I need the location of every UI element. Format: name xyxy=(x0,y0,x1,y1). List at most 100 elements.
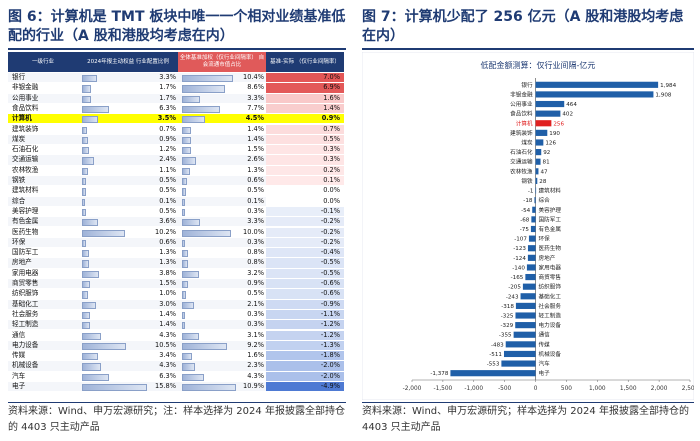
data-label: 47 xyxy=(540,169,548,175)
industry-name: 机械设备 xyxy=(12,361,39,370)
alloc-bar xyxy=(82,311,90,320)
alloc-value: 0.6% xyxy=(159,237,176,246)
bench-bar xyxy=(182,332,199,340)
alloc-bar xyxy=(82,95,91,103)
alloc-bar xyxy=(82,116,98,124)
data-label: -1 xyxy=(528,189,534,195)
bench-value: 4.3% xyxy=(247,371,264,380)
bar xyxy=(527,245,536,252)
data-label: -124 xyxy=(513,256,526,262)
bench-value: 1.3% xyxy=(247,165,264,174)
alloc-bar xyxy=(82,342,126,351)
table-row: 基础化工 3.0% 2.1% -0.9% xyxy=(8,299,344,309)
industry-name: 农林牧渔 xyxy=(12,165,39,174)
bench-value: 0.5% xyxy=(247,289,264,298)
bench-bar xyxy=(182,342,228,351)
alloc-value: 4.3% xyxy=(159,361,176,370)
alloc-value: 6.3% xyxy=(159,103,176,112)
bench-bar xyxy=(182,239,186,248)
alloc-bar xyxy=(82,157,94,165)
industry-name: 钢铁 xyxy=(12,176,26,184)
bar xyxy=(535,120,552,127)
bench-value: 0.3% xyxy=(247,206,264,215)
bench-value: 3.3% xyxy=(247,93,264,102)
alloc-value: 4.3% xyxy=(159,330,176,339)
bench-bar xyxy=(182,85,225,93)
x-tick-label: 0 xyxy=(534,386,538,392)
category-label: 有色金属 xyxy=(539,225,562,233)
industry-name: 美容护理 xyxy=(12,206,39,215)
data-label: -205 xyxy=(508,285,521,291)
industry-name: 国防军工 xyxy=(12,248,39,257)
diff-value: -0.2% xyxy=(266,217,344,227)
table-row: 银行 3.3% 10.4% 7.0% xyxy=(8,73,344,83)
category-label: 交通运输 xyxy=(510,158,533,166)
diff-value: 0.1% xyxy=(266,176,344,186)
diff-value: 0.3% xyxy=(266,155,344,165)
alloc-bar xyxy=(82,178,86,186)
alloc-bar xyxy=(82,198,85,206)
alloc-bar xyxy=(82,188,86,196)
data-label: 126 xyxy=(545,140,556,146)
alloc-value: 3.6% xyxy=(159,217,176,226)
header-bench: 全体基准加权（仅行业间隔率） 自会流通市值占比 xyxy=(178,52,266,72)
alloc-bar xyxy=(82,167,89,175)
table-row: 计算机 3.5% 4.5% 0.9% xyxy=(8,114,344,124)
alloc-bar xyxy=(82,105,110,114)
industry-name: 房地产 xyxy=(12,258,32,267)
data-label: 81 xyxy=(543,160,551,166)
bar xyxy=(535,91,654,98)
bench-bar xyxy=(182,373,205,381)
diff-value: 0.2% xyxy=(266,165,344,175)
category-label: 社会服务 xyxy=(539,302,562,310)
bench-bar xyxy=(182,116,206,124)
alloc-value: 1.4% xyxy=(159,320,176,329)
industry-name: 食品饮料 xyxy=(12,103,39,112)
category-label: 建筑材料 xyxy=(539,187,562,195)
data-label: 92 xyxy=(543,150,550,156)
bench-bar xyxy=(182,363,195,371)
alloc-bar xyxy=(82,363,102,371)
category-label: 医药生物 xyxy=(539,244,562,252)
data-label: -355 xyxy=(499,333,512,339)
bar xyxy=(530,225,536,233)
category-label: 非银金融 xyxy=(510,90,533,98)
bench-bar xyxy=(182,311,186,320)
bench-value: 3.1% xyxy=(247,330,264,339)
bar xyxy=(525,273,536,281)
bar xyxy=(526,264,536,271)
bench-bar xyxy=(182,270,200,278)
table-row: 电子 15.8% 10.9% -4.9% xyxy=(8,382,344,392)
industry-name: 计算机 xyxy=(12,114,32,123)
table-row: 食品饮料 6.3% 7.7% 1.4% xyxy=(8,103,344,114)
bench-value: 0.8% xyxy=(247,258,264,267)
data-label: 464 xyxy=(566,102,577,108)
bench-value: 4.5% xyxy=(245,114,264,123)
alloc-value: 0.5% xyxy=(159,206,176,215)
bar xyxy=(450,370,536,377)
data-label: -75 xyxy=(520,227,530,233)
category-label: 食品饮料 xyxy=(510,110,533,118)
alloc-bar xyxy=(82,291,88,299)
bench-bar xyxy=(182,188,187,196)
industry-name: 交通运输 xyxy=(12,155,39,164)
alloc-value: 3.4% xyxy=(159,351,176,360)
diff-value: -1.8% xyxy=(266,351,344,361)
table-row: 纺织服饰 1.0% 0.5% -0.6% xyxy=(8,289,344,299)
bar xyxy=(535,110,561,117)
category-label: 纺织服饰 xyxy=(539,283,562,291)
bench-bar xyxy=(182,353,192,361)
data-label: 1,984 xyxy=(660,83,676,89)
industry-name: 建筑装饰 xyxy=(12,124,39,133)
table-row: 房地产 1.3% 0.8% -0.5% xyxy=(8,258,344,268)
data-label: -54 xyxy=(521,208,531,214)
bar xyxy=(535,177,538,185)
bar xyxy=(535,100,565,108)
data-label: -140 xyxy=(512,265,525,271)
bench-bar xyxy=(182,260,188,268)
alloc-bar xyxy=(82,281,90,289)
diff-value: -0.5% xyxy=(266,268,344,278)
alloc-value: 1.3% xyxy=(159,248,176,257)
industry-name: 传媒 xyxy=(12,351,26,360)
diff-value: 6.9% xyxy=(266,83,344,93)
